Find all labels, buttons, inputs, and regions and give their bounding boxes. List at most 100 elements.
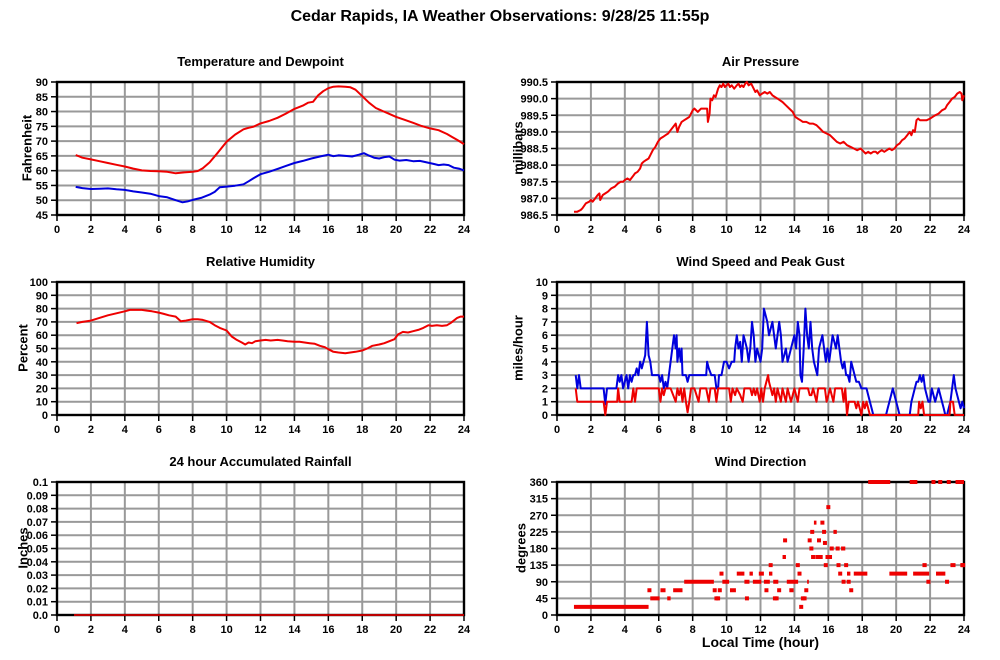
svg-text:8: 8	[690, 224, 696, 236]
svg-text:988.0: 988.0	[520, 160, 548, 172]
svg-text:0: 0	[554, 624, 560, 636]
svg-text:2: 2	[542, 383, 548, 395]
svg-text:0: 0	[554, 424, 560, 436]
svg-text:10: 10	[720, 624, 732, 636]
chart-wind-direction: Wind Direction degrees 0 45 90 135 180 225 270…	[500, 440, 1000, 660]
svg-text:135: 135	[530, 560, 548, 572]
svg-text:4: 4	[622, 424, 629, 436]
svg-text:2: 2	[588, 224, 594, 236]
svg-text:8: 8	[190, 424, 196, 436]
svg-text:4: 4	[122, 424, 129, 436]
svg-text:18: 18	[856, 624, 868, 636]
svg-text:6: 6	[656, 624, 662, 636]
chart-title: 24 hour Accumulated Rainfall	[169, 454, 352, 469]
svg-text:6: 6	[656, 224, 662, 236]
svg-text:18: 18	[856, 224, 868, 236]
svg-text:6: 6	[156, 424, 162, 436]
svg-text:4: 4	[122, 624, 129, 636]
svg-text:24: 24	[958, 624, 971, 636]
svg-text:2: 2	[588, 624, 594, 636]
svg-text:10: 10	[220, 424, 232, 436]
svg-text:0.09: 0.09	[27, 490, 48, 502]
svg-text:20: 20	[390, 424, 402, 436]
svg-text:65: 65	[36, 151, 48, 163]
svg-text:12: 12	[254, 424, 266, 436]
svg-text:14: 14	[788, 624, 801, 636]
svg-text:987.0: 987.0	[520, 193, 548, 205]
chart-title: Temperature and Dewpoint	[177, 54, 344, 69]
svg-text:4: 4	[622, 224, 629, 236]
svg-text:0.1: 0.1	[33, 477, 48, 489]
svg-text:2: 2	[88, 224, 94, 236]
svg-text:22: 22	[924, 424, 936, 436]
svg-text:24: 24	[958, 224, 971, 236]
svg-text:12: 12	[754, 224, 766, 236]
svg-text:100: 100	[30, 277, 48, 289]
svg-text:180: 180	[530, 544, 548, 556]
svg-text:90: 90	[536, 577, 548, 589]
svg-text:1: 1	[542, 397, 548, 409]
svg-text:40: 40	[36, 357, 48, 369]
plot-air-pressure: 986.5 987.0 987.5 988.0 988.5 989.0 989.5 990.0…	[520, 77, 971, 236]
svg-text:0.03: 0.03	[27, 570, 48, 582]
svg-text:90: 90	[36, 290, 48, 302]
svg-text:20: 20	[890, 224, 902, 236]
svg-text:20: 20	[390, 224, 402, 236]
svg-text:18: 18	[356, 224, 368, 236]
x-axis-label: Local Time (hour)	[701, 634, 820, 650]
svg-text:14: 14	[788, 424, 801, 436]
svg-text:0.01: 0.01	[27, 597, 48, 609]
svg-text:80: 80	[36, 107, 48, 119]
svg-text:16: 16	[822, 224, 834, 236]
chart-air-pressure: Air Pressure millibars 986.5 987.0 987.5 98…	[500, 40, 1000, 240]
svg-text:90: 90	[36, 77, 48, 89]
svg-text:24: 24	[958, 424, 971, 436]
svg-text:18: 18	[356, 624, 368, 636]
svg-text:14: 14	[288, 224, 301, 236]
svg-text:988.5: 988.5	[520, 144, 548, 156]
svg-text:10: 10	[536, 277, 548, 289]
svg-text:22: 22	[924, 624, 936, 636]
svg-text:16: 16	[322, 224, 334, 236]
svg-text:14: 14	[788, 224, 801, 236]
svg-text:50: 50	[36, 344, 48, 356]
svg-text:6: 6	[656, 424, 662, 436]
svg-text:80: 80	[36, 304, 48, 316]
svg-text:0.0: 0.0	[33, 610, 48, 622]
charts-grid: Temperature and Dewpoint Fahrenheit 45 50…	[0, 40, 1000, 660]
svg-text:0.07: 0.07	[27, 517, 48, 529]
svg-text:24: 24	[458, 424, 471, 436]
svg-text:0.04: 0.04	[27, 557, 49, 569]
chart-temperature-dewpoint: Temperature and Dewpoint Fahrenheit 45 50…	[0, 40, 500, 240]
page-title: Cedar Rapids, IA Weather Observations: 9…	[290, 8, 710, 25]
svg-text:22: 22	[424, 224, 436, 236]
svg-text:18: 18	[356, 424, 368, 436]
svg-text:2: 2	[88, 424, 94, 436]
svg-text:12: 12	[254, 624, 266, 636]
svg-text:45: 45	[36, 210, 48, 222]
chart-title: Relative Humidity	[205, 254, 316, 269]
svg-text:20: 20	[390, 624, 402, 636]
svg-text:6: 6	[542, 330, 548, 342]
svg-text:8: 8	[542, 304, 548, 316]
svg-text:18: 18	[856, 424, 868, 436]
chart-rainfall: 24 hour Accumulated Rainfall Inches 0.0 0…	[0, 440, 500, 660]
svg-text:0: 0	[54, 424, 60, 436]
svg-text:16: 16	[822, 624, 834, 636]
svg-text:30: 30	[36, 370, 48, 382]
svg-text:8: 8	[690, 424, 696, 436]
svg-text:6: 6	[156, 624, 162, 636]
svg-text:10: 10	[720, 224, 732, 236]
svg-text:6: 6	[156, 224, 162, 236]
svg-text:50: 50	[36, 195, 48, 207]
svg-text:22: 22	[924, 224, 936, 236]
svg-text:270: 270	[530, 510, 548, 522]
svg-text:85: 85	[36, 92, 48, 104]
svg-text:360: 360	[530, 477, 548, 489]
svg-text:0.05: 0.05	[27, 544, 48, 556]
svg-text:2: 2	[588, 424, 594, 436]
svg-text:12: 12	[254, 224, 266, 236]
